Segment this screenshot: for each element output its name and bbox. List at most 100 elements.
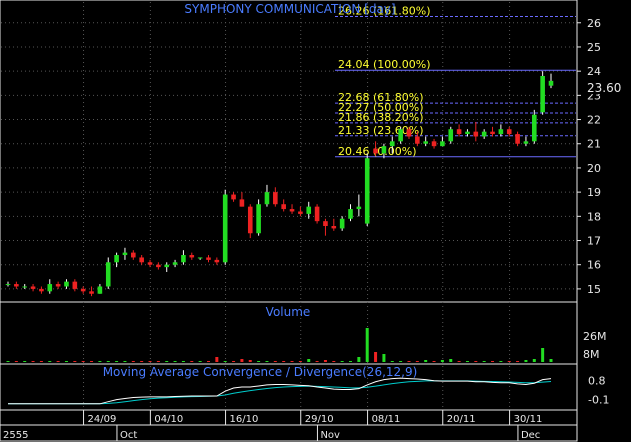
candle-body: [298, 211, 303, 214]
candle: [5, 281, 11, 287]
price-tick-label: 17: [587, 235, 601, 248]
candle: [314, 204, 320, 224]
volume-bar: [6, 361, 10, 362]
candle-body: [314, 206, 320, 222]
candle: [381, 143, 387, 159]
volume-bar: [507, 361, 511, 362]
candle-body: [356, 206, 362, 210]
candle: [181, 250, 186, 265]
candle: [523, 136, 529, 147]
volume-tick-label: 8M: [583, 348, 600, 361]
price-tick-label: 16: [587, 259, 601, 272]
candle-body: [540, 76, 545, 113]
candle: [206, 255, 211, 263]
volume-bar: [482, 361, 486, 362]
macd-label: Moving Average Convergence / Divergence(…: [103, 365, 418, 379]
candle: [172, 259, 178, 268]
candle: [139, 255, 144, 265]
candle: [406, 126, 412, 139]
price-tick-label: 19: [587, 186, 601, 199]
candle-body: [364, 158, 370, 224]
candle-body: [515, 134, 520, 144]
candle: [506, 126, 512, 137]
candle-body: [389, 141, 395, 147]
volume-bar: [407, 361, 411, 362]
fib-label: 24.04 (100.00%): [338, 58, 431, 71]
fib-label: 22.27 (50.00%): [338, 101, 424, 114]
volume-bar: [357, 357, 361, 362]
candle: [97, 284, 103, 294]
candle-body: [47, 284, 53, 292]
candle-body: [264, 192, 270, 205]
candle-body: [273, 192, 278, 205]
chart-title: SYMPHONY COMMUNICATION [day]: [184, 2, 395, 16]
candle-body: [548, 80, 554, 86]
candle-body: [105, 262, 111, 287]
candle: [431, 138, 437, 149]
candle: [64, 279, 69, 289]
price-tick-label: 22: [587, 114, 601, 127]
price-tick-label: 26: [587, 17, 601, 30]
volume-bar: [173, 361, 177, 362]
volume-bar: [248, 360, 252, 362]
volume-bar: [474, 361, 478, 362]
volume-bar: [240, 359, 244, 362]
candle: [231, 192, 236, 202]
candle-body: [281, 204, 286, 210]
price-tick-label: 21: [587, 138, 601, 151]
candle: [281, 199, 286, 212]
volume-bar: [148, 361, 152, 362]
candle-layer: [5, 71, 554, 297]
volume-bar: [457, 361, 461, 362]
volume-bar: [491, 361, 495, 362]
volume-bar: [181, 361, 185, 362]
candle: [164, 262, 170, 272]
date-tick-label: 20/11: [447, 414, 476, 425]
volume-bar: [31, 361, 35, 362]
axis-layer: 26M8M0.8-0.126252423222120191817161524/0…: [3, 17, 609, 441]
candle: [348, 204, 353, 222]
candle: [540, 71, 545, 115]
volume-bar: [465, 361, 469, 362]
volume-bar: [365, 328, 369, 362]
candle-body: [381, 146, 387, 154]
candle-body: [222, 194, 228, 263]
candle-body: [214, 259, 220, 263]
candle-body: [247, 206, 253, 234]
candle-body: [172, 262, 178, 265]
candle-body: [206, 257, 211, 260]
fib-label: 22.68 (61.80%): [338, 91, 424, 104]
last-price-box: [583, 80, 627, 94]
candle-body: [331, 226, 337, 229]
candle: [531, 109, 537, 144]
candle: [548, 73, 554, 89]
volume-bar: [340, 361, 344, 362]
candle: [247, 204, 253, 239]
macd-tick-label: 0.8: [588, 375, 606, 388]
candle: [55, 281, 61, 289]
candle: [22, 284, 28, 289]
candle: [14, 281, 19, 289]
candle: [339, 216, 345, 231]
candle-body: [306, 206, 312, 214]
candle-body: [64, 281, 69, 287]
price-tick-label: 24: [587, 65, 601, 78]
price-panel: [0, 0, 578, 303]
candle: [473, 121, 479, 142]
candle: [481, 129, 487, 139]
candle: [515, 131, 520, 147]
candle: [331, 218, 337, 231]
volume-bar: [165, 361, 169, 362]
macd-tick-label: -0.1: [588, 394, 609, 407]
candle: [131, 250, 136, 260]
candle-body: [80, 288, 86, 292]
candle: [415, 131, 420, 147]
volume-bar: [374, 352, 378, 362]
date-tick-label: 29/10: [305, 414, 334, 425]
candle-body: [181, 255, 186, 263]
volume-bar: [131, 361, 135, 362]
candle: [89, 286, 94, 297]
volume-bar: [282, 361, 286, 362]
candle: [256, 199, 261, 236]
price-tick-label: 25: [587, 41, 601, 54]
